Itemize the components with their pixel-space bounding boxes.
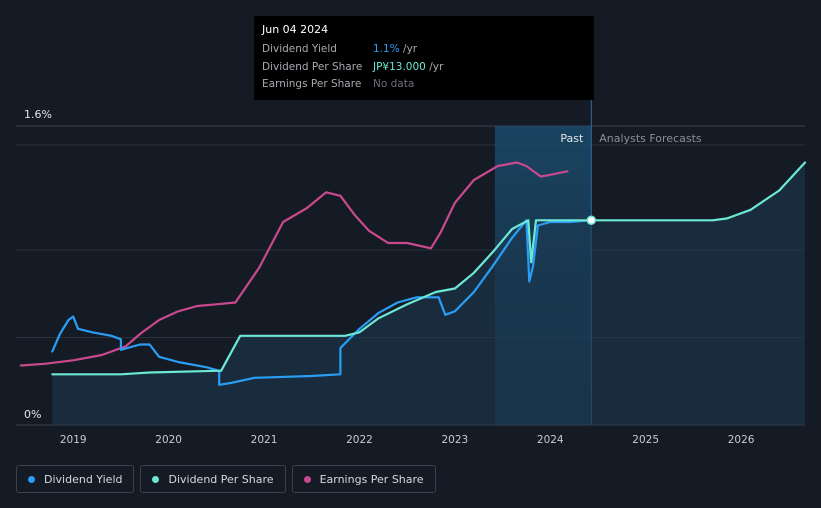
tooltip-label: Earnings Per Share (262, 78, 362, 90)
x-tick-label: 2024 (537, 434, 564, 446)
legend-earnings-per-share[interactable]: Earnings Per Share (291, 465, 436, 493)
marker-dot (586, 215, 597, 225)
legend-dot-icon (303, 475, 311, 483)
tooltip-unit: /yr (425, 60, 444, 73)
x-tick-label: 2026 (728, 434, 755, 446)
legend-label: Dividend Yield (44, 472, 123, 486)
tooltip-label: Dividend Per Share (262, 60, 363, 73)
x-tick-label: 2022 (346, 434, 373, 446)
tooltip-label: Dividend Yield (262, 43, 337, 55)
legend-label: Earnings Per Share (319, 472, 424, 486)
tooltip-value: 1.1% (373, 43, 400, 55)
legend-dividend-per-share[interactable]: Dividend Per Share (140, 465, 286, 493)
legend-dividend-yield[interactable]: Dividend Yield (16, 465, 135, 493)
series-line-dividend-per-share (51, 161, 807, 376)
y-axis-top-label: 1.6% (24, 108, 52, 121)
forecast-label: Analysts Forecasts (599, 132, 702, 145)
dividend-area (52, 162, 806, 425)
legend-label: Dividend Per Share (168, 472, 274, 486)
x-tick-label: 2021 (251, 434, 278, 446)
tooltip: Jun 04 2024 Dividend Yield 1.1% /yr Divi… (254, 16, 594, 100)
series-line-earnings-per-share (19, 161, 569, 367)
tooltip-row-dividend-per-share: Dividend Per Share JP¥13.000 /yr (262, 59, 586, 77)
legend: Dividend Yield Dividend Per Share Earnin… (16, 465, 436, 493)
legend-dot-icon (28, 475, 35, 483)
tooltip-value: No data (373, 78, 415, 90)
x-tick-label: 2025 (632, 434, 659, 446)
x-tick-label: 2019 (60, 434, 87, 446)
legend-dot-icon (152, 475, 160, 483)
tooltip-unit: /yr (399, 43, 418, 55)
x-tick-label: 2020 (155, 434, 182, 446)
tooltip-row-earnings-per-share: Earnings Per Share No data (262, 76, 586, 94)
past-label: Past (560, 132, 584, 145)
tooltip-value: JP¥13.000 (373, 60, 426, 73)
y-axis-bottom-label: 0% (24, 408, 41, 421)
tooltip-date: Jun 04 2024 (262, 23, 329, 36)
tooltip-row-dividend-yield: Dividend Yield 1.1% /yr (262, 41, 586, 59)
x-tick-label: 2023 (441, 434, 468, 446)
